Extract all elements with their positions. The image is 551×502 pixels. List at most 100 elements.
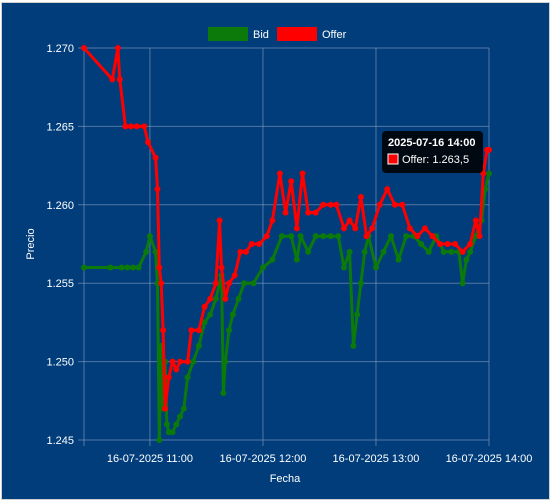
- data-point-bid[interactable]: [357, 280, 364, 287]
- data-point-bid[interactable]: [320, 233, 327, 240]
- data-point-offer[interactable]: [116, 76, 123, 83]
- legend-item-offer[interactable]: Offer: [277, 27, 347, 41]
- data-point-offer[interactable]: [158, 280, 165, 287]
- data-point-bid[interactable]: [486, 170, 492, 177]
- data-point-bid[interactable]: [293, 256, 300, 263]
- data-point-bid[interactable]: [81, 264, 87, 271]
- data-point-bid[interactable]: [418, 241, 425, 247]
- data-point-offer[interactable]: [184, 358, 191, 365]
- data-point-offer[interactable]: [363, 233, 370, 240]
- data-point-offer[interactable]: [414, 233, 421, 240]
- data-point-offer[interactable]: [141, 123, 148, 130]
- data-point-offer[interactable]: [459, 248, 466, 255]
- data-point-bid[interactable]: [118, 264, 125, 271]
- data-point-offer[interactable]: [357, 193, 364, 200]
- data-point-bid[interactable]: [163, 421, 170, 428]
- data-point-bid[interactable]: [350, 342, 357, 349]
- data-point-offer[interactable]: [248, 241, 255, 247]
- data-point-bid[interactable]: [440, 248, 447, 255]
- data-point-offer[interactable]: [222, 295, 229, 302]
- data-point-bid[interactable]: [372, 264, 379, 271]
- data-point-bid[interactable]: [129, 264, 136, 271]
- data-point-offer[interactable]: [216, 217, 223, 224]
- data-point-bid[interactable]: [222, 358, 229, 365]
- data-point-offer[interactable]: [263, 233, 270, 240]
- data-point-offer[interactable]: [237, 248, 244, 255]
- data-point-offer[interactable]: [421, 225, 428, 232]
- data-point-offer[interactable]: [145, 139, 152, 146]
- data-point-offer[interactable]: [452, 241, 459, 247]
- data-point-offer[interactable]: [109, 76, 116, 83]
- data-point-bid[interactable]: [259, 264, 266, 271]
- data-point-bid[interactable]: [327, 233, 334, 240]
- data-point-offer[interactable]: [269, 217, 276, 224]
- data-point-bid[interactable]: [226, 327, 233, 334]
- data-point-offer[interactable]: [195, 327, 202, 334]
- data-point-bid[interactable]: [305, 248, 312, 255]
- data-point-bid[interactable]: [361, 248, 368, 255]
- data-point-offer[interactable]: [369, 225, 376, 232]
- data-point-bid[interactable]: [335, 233, 342, 240]
- data-point-offer[interactable]: [391, 201, 398, 208]
- data-point-offer[interactable]: [376, 201, 383, 208]
- data-point-bid[interactable]: [207, 311, 214, 318]
- data-point-offer[interactable]: [444, 241, 451, 247]
- data-point-bid[interactable]: [135, 264, 142, 271]
- data-point-bid[interactable]: [180, 405, 187, 412]
- data-point-bid[interactable]: [467, 248, 474, 255]
- data-point-offer[interactable]: [340, 225, 347, 232]
- data-point-bid[interactable]: [312, 233, 319, 240]
- data-point-bid[interactable]: [463, 256, 470, 263]
- data-point-bid[interactable]: [403, 233, 410, 240]
- data-point-offer[interactable]: [480, 170, 487, 177]
- data-point-offer[interactable]: [177, 358, 184, 365]
- data-point-bid[interactable]: [250, 280, 257, 287]
- data-point-offer[interactable]: [122, 123, 129, 130]
- data-point-offer[interactable]: [476, 233, 483, 240]
- data-point-bid[interactable]: [184, 374, 191, 381]
- data-point-offer[interactable]: [154, 186, 161, 193]
- data-point-offer[interactable]: [165, 374, 172, 381]
- data-point-offer[interactable]: [288, 178, 295, 185]
- data-point-bid[interactable]: [425, 248, 432, 255]
- data-point-offer[interactable]: [327, 201, 334, 208]
- data-point-offer[interactable]: [276, 170, 283, 177]
- data-point-bid[interactable]: [146, 233, 153, 240]
- data-point-offer[interactable]: [299, 170, 306, 177]
- data-point-offer[interactable]: [152, 154, 159, 161]
- legend-item-bid[interactable]: Bid: [208, 27, 269, 41]
- data-point-offer[interactable]: [188, 327, 195, 334]
- data-point-bid[interactable]: [229, 311, 236, 318]
- data-point-bid[interactable]: [190, 358, 197, 365]
- data-point-offer[interactable]: [399, 201, 406, 208]
- data-point-offer[interactable]: [320, 201, 327, 208]
- data-point-offer[interactable]: [207, 295, 214, 302]
- data-point-offer[interactable]: [429, 233, 436, 240]
- data-point-offer[interactable]: [226, 280, 233, 287]
- data-point-offer[interactable]: [162, 405, 168, 412]
- data-point-offer[interactable]: [472, 217, 479, 224]
- data-point-bid[interactable]: [195, 342, 202, 349]
- data-point-offer[interactable]: [305, 209, 312, 216]
- data-point-offer[interactable]: [114, 45, 121, 51]
- data-point-offer[interactable]: [282, 209, 289, 216]
- data-point-offer[interactable]: [212, 280, 219, 287]
- data-point-bid[interactable]: [288, 233, 295, 240]
- data-point-bid[interactable]: [388, 233, 395, 240]
- data-point-offer[interactable]: [169, 358, 176, 365]
- data-point-offer[interactable]: [160, 327, 167, 334]
- data-point-offer[interactable]: [467, 241, 474, 247]
- data-point-offer[interactable]: [406, 225, 413, 232]
- data-point-offer[interactable]: [218, 264, 225, 271]
- data-point-bid[interactable]: [297, 233, 304, 240]
- data-point-bid[interactable]: [278, 233, 285, 240]
- data-point-bid[interactable]: [346, 248, 353, 255]
- data-point-bid[interactable]: [143, 248, 150, 255]
- data-point-bid[interactable]: [201, 319, 208, 326]
- data-point-bid[interactable]: [241, 280, 248, 287]
- data-point-bid[interactable]: [448, 248, 455, 255]
- data-point-offer[interactable]: [333, 201, 340, 208]
- data-point-bid[interactable]: [107, 264, 114, 271]
- data-point-offer[interactable]: [173, 366, 180, 373]
- data-point-bid[interactable]: [340, 264, 347, 271]
